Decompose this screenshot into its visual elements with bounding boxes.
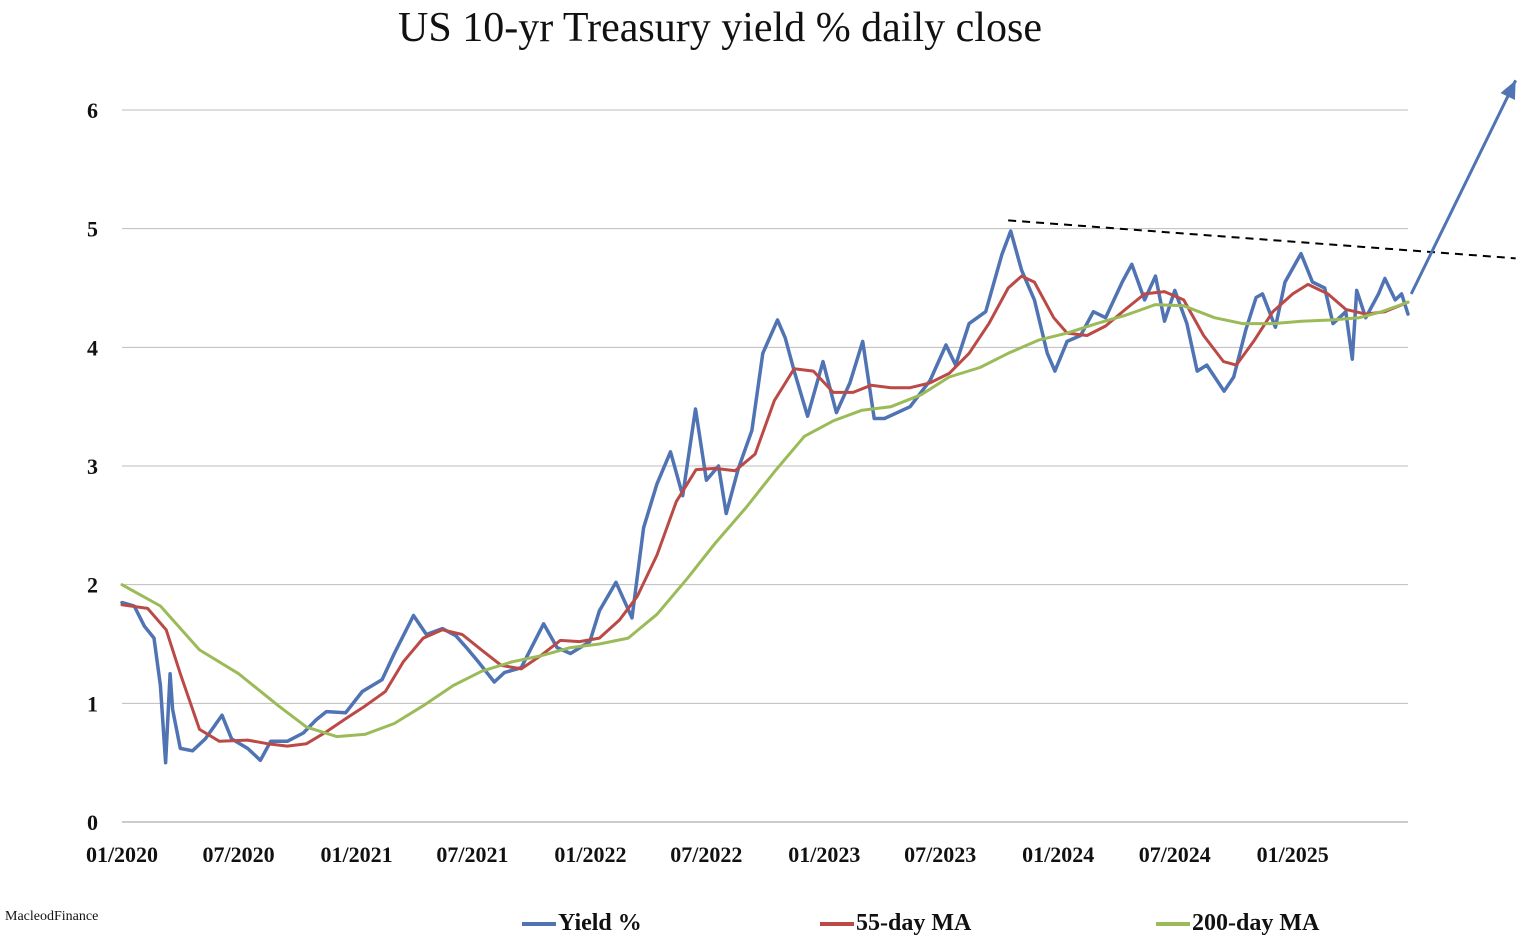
x-tick-label: 07/2024 xyxy=(1139,842,1211,867)
x-tick-label: 01/2021 xyxy=(320,842,392,867)
annotations xyxy=(1008,79,1517,295)
legend-label-200ma: 200-day MA xyxy=(1192,910,1320,936)
y-tick-label: 2 xyxy=(87,573,98,598)
x-tick-label: 07/2021 xyxy=(436,842,508,867)
y-tick-label: 5 xyxy=(87,217,98,242)
gridlines xyxy=(122,109,1408,823)
ma200-line xyxy=(120,300,1410,739)
x-tick-label: 01/2022 xyxy=(554,842,626,867)
x-tick-label: 01/2020 xyxy=(86,842,158,867)
legend-swatch-200ma xyxy=(1156,921,1190,926)
x-tick-label: 07/2022 xyxy=(670,842,742,867)
y-tick-label: 3 xyxy=(87,454,98,479)
x-axis-ticks: 01/2020 07/2020 01/2021 07/2021 01/2022 07/20… xyxy=(86,842,1329,867)
legend-item-200ma: 200-day MA xyxy=(1156,910,1319,937)
legend-swatch-55ma xyxy=(820,921,854,926)
x-tick-label: 07/2020 xyxy=(203,842,275,867)
y-axis-ticks: 0 1 2 3 4 5 6 xyxy=(87,98,98,835)
yield-line xyxy=(120,229,1410,765)
x-tick-label: 07/2023 xyxy=(904,842,976,867)
x-tick-label: 01/2024 xyxy=(1022,842,1094,867)
legend-label-yield: Yield % xyxy=(558,910,642,936)
legend-item-yield: Yield % xyxy=(522,910,642,937)
legend-label-55ma: 55-day MA xyxy=(856,910,972,936)
y-tick-label: 0 xyxy=(87,810,98,835)
legend-item-55ma: 55-day MA xyxy=(820,910,971,937)
ma55-line xyxy=(120,274,1410,748)
y-tick-label: 6 xyxy=(87,98,98,123)
y-tick-label: 4 xyxy=(87,335,98,360)
breakout-arrow-shaft xyxy=(1409,79,1517,295)
series-lines xyxy=(120,229,1410,765)
credit-label: MacleodFinance xyxy=(5,909,99,924)
breakout-arrow-head xyxy=(1500,80,1516,101)
x-tick-label: 01/2025 xyxy=(1257,842,1329,867)
x-tick-label: 01/2023 xyxy=(788,842,860,867)
chart-title: US 10-yr Treasury yield % daily close xyxy=(398,5,1042,51)
legend-swatch-yield xyxy=(522,921,556,926)
y-tick-label: 1 xyxy=(87,691,98,716)
